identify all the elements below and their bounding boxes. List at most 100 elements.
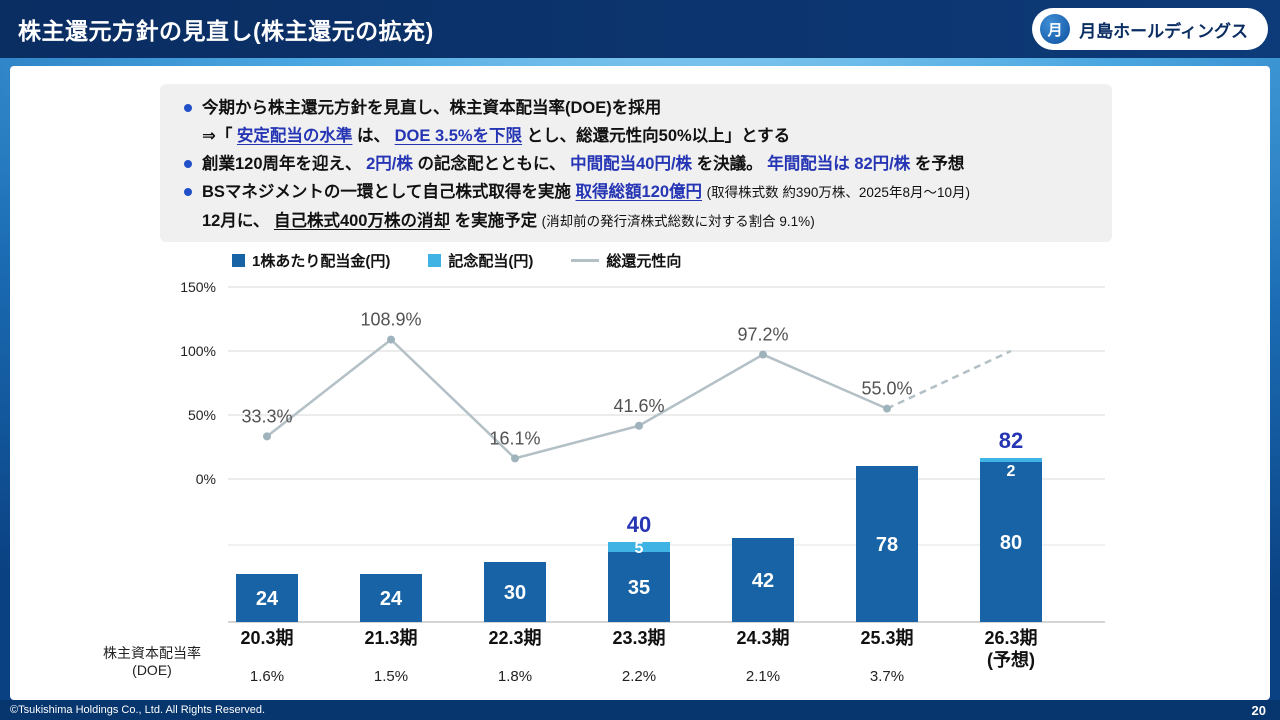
dividend-swatch-icon xyxy=(232,254,245,267)
bar-value-label: 30 xyxy=(504,582,526,604)
category-label: 20.3期 xyxy=(240,628,293,648)
text-segment: は、 xyxy=(357,127,391,145)
legend-label: 1株あたり配当金(円) xyxy=(252,253,391,270)
bar-value-label: 35 xyxy=(628,577,650,599)
category-label: 23.3期 xyxy=(612,628,665,648)
dividend-bar xyxy=(608,552,670,622)
bar-value-label: 24 xyxy=(380,588,403,610)
line-marker xyxy=(263,432,271,441)
text-segment: ⇒「 xyxy=(202,127,233,145)
category-label: 25.3期 xyxy=(860,628,913,648)
bullet-text: 今期から株主還元方針を見直し、株主資本配当率(DOE)を採用 xyxy=(202,99,662,117)
legend-label: 総還元性向 xyxy=(606,253,682,270)
y-axis-tick: 50% xyxy=(188,407,216,423)
company-logo: 月 月島ホールディングス xyxy=(1032,8,1268,50)
category-label: 21.3期 xyxy=(364,628,417,648)
dividend-bar xyxy=(732,538,794,622)
slide-title: 株主還元方針の見直し(株主還元の拡充) xyxy=(18,18,434,44)
category-sub-label: (予想) xyxy=(987,649,1035,670)
payout-ratio-line-forecast xyxy=(886,349,1012,410)
bar-value-label: 80 xyxy=(1000,532,1022,554)
commemorative-swatch-icon xyxy=(428,254,442,267)
y-axis-tick: 150% xyxy=(180,279,216,295)
header-bar: 株主還元方針の見直し(株主還元の拡充) 月 月島ホールディングス xyxy=(0,0,1280,58)
text-segment: を予想 xyxy=(914,155,965,173)
payout-ratio-line xyxy=(266,337,888,460)
doe-floor-emphasis: DOE 3.5%を下限 xyxy=(394,127,523,145)
legend-label: 記念配当(円) xyxy=(448,253,534,270)
interim-dividend-emphasis: 中間配当40円/株 xyxy=(570,155,693,173)
text-segment: 創業120周年を迎え、 xyxy=(202,155,362,173)
line-marker xyxy=(883,404,891,413)
cancellation-note: (消却前の発行済株式総数に対する割合 9.1%) xyxy=(541,214,815,229)
payout-ratio-label: 97.2% xyxy=(737,325,788,345)
doe-value: 1.8% xyxy=(498,668,532,685)
share-cancellation-emphasis: 自己株式400万株の消却 xyxy=(273,212,450,230)
bullet-icon xyxy=(184,160,192,168)
legend-item-commemorative: 記念配当(円) xyxy=(428,250,533,271)
doe-value: 2.2% xyxy=(622,668,656,685)
commemorative-bar xyxy=(608,542,670,552)
copyright: ©Tsukishima Holdings Co., Ltd. All Right… xyxy=(10,704,266,716)
y-axis-tick: 0% xyxy=(196,471,216,487)
dividend-bar xyxy=(360,574,422,622)
annual-dividend-amount: 82円/株 xyxy=(854,155,911,173)
bar-total-label: 82 xyxy=(999,428,1023,453)
category-label: 24.3期 xyxy=(736,628,789,648)
bullet-line-3: 創業120周年を迎え、 2円/株 の記念配とともに、 中間配当40円/株 を決議… xyxy=(182,150,1090,178)
text-segment: とし、総還元性向50%以上」とする xyxy=(526,127,791,145)
y-axis-tick: 100% xyxy=(180,343,216,359)
line-marker xyxy=(511,454,519,463)
commemorative-bar xyxy=(980,458,1042,462)
bar-value-label: 24 xyxy=(256,588,279,610)
chart-legend: 1株あたり配当金(円) 記念配当(円) 総還元性向 xyxy=(232,250,681,271)
category-label: 22.3期 xyxy=(488,628,541,648)
commemorative-value-label: 2 xyxy=(1007,463,1016,480)
bar-value-label: 42 xyxy=(752,570,774,592)
payout-ratio-label: 55.0% xyxy=(861,379,912,399)
line-marker xyxy=(387,335,395,344)
payout-ratio-label: 108.9% xyxy=(360,310,421,330)
bar-value-label: 78 xyxy=(876,534,898,556)
bar-total-label: 40 xyxy=(627,512,651,537)
commemorative-dividend-emphasis: 2円/株 xyxy=(366,155,413,173)
bullet-icon xyxy=(184,188,192,196)
dividend-bar xyxy=(236,574,298,622)
text-segment: を実施予定 xyxy=(454,212,538,230)
line-marker xyxy=(635,421,643,430)
text-segment: BSマネジメントの一環として自己株式取得を実施 xyxy=(202,183,576,201)
dividend-payout-chart: 150%100%50%0%2420.3期1.6%2421.3期1.5%3022.… xyxy=(103,279,1105,685)
company-logo-text: 月島ホールディングス xyxy=(1079,21,1248,41)
commemorative-value-label: 5 xyxy=(635,540,644,557)
doe-value: 3.7% xyxy=(870,668,904,685)
summary-box: 今期から株主還元方針を見直し、株主資本配当率(DOE)を採用 ⇒「 安定配当の水… xyxy=(160,84,1112,242)
legend-item-payout-ratio: 総還元性向 xyxy=(571,250,681,271)
buyback-note: (取得株式数 約390万株、2025年8月〜10月) xyxy=(706,185,970,200)
text-segment: 12月に、 xyxy=(202,212,270,230)
payout-ratio-label: 16.1% xyxy=(489,428,540,448)
dividend-bar xyxy=(484,562,546,622)
doe-axis-label: 株主資本配当率 xyxy=(103,645,201,661)
line-marker xyxy=(759,350,767,359)
annual-dividend-emphasis: 年間配当は xyxy=(767,155,850,173)
payout-ratio-label: 41.6% xyxy=(613,396,664,416)
dividend-bar xyxy=(856,466,918,622)
content-card: 今期から株主還元方針を見直し、株主資本配当率(DOE)を採用 ⇒「 安定配当の水… xyxy=(10,66,1270,700)
doe-value: 1.5% xyxy=(374,668,408,685)
dividend-bar xyxy=(980,462,1042,622)
text-segment: の記念配とともに、 xyxy=(417,155,566,173)
doe-axis-label: (DOE) xyxy=(132,662,172,678)
footer-bar: ©Tsukishima Holdings Co., Ltd. All Right… xyxy=(0,700,1280,720)
bullet-line-1: 今期から株主還元方針を見直し、株主資本配当率(DOE)を採用 xyxy=(182,94,1090,122)
legend-item-dividend: 1株あたり配当金(円) xyxy=(232,250,390,271)
page-number: 20 xyxy=(1251,702,1266,718)
bullet-line-4: BSマネジメントの一環として自己株式取得を実施 取得総額120億円 (取得株式数… xyxy=(182,178,1090,207)
bullet-line-2: ⇒「 安定配当の水準 は、 DOE 3.5%を下限 とし、総還元性向50%以上」… xyxy=(182,122,1090,150)
company-logo-icon: 月 xyxy=(1040,14,1071,44)
category-label: 26.3期 xyxy=(984,628,1037,648)
payout-line-swatch-icon xyxy=(571,259,600,262)
doe-value: 1.6% xyxy=(250,668,284,685)
payout-ratio-label: 33.3% xyxy=(241,406,292,426)
bullet-line-5: 12月に、 自己株式400万株の消却 を実施予定 (消却前の発行済株式総数に対す… xyxy=(182,207,1090,236)
